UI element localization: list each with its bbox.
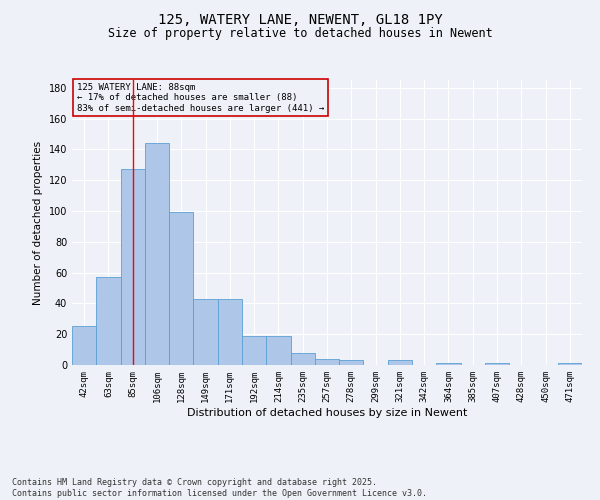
Bar xyxy=(485,364,509,365)
Bar xyxy=(242,336,266,365)
Bar xyxy=(96,277,121,365)
Bar xyxy=(388,360,412,365)
Bar xyxy=(145,143,169,365)
Bar xyxy=(72,326,96,365)
Bar xyxy=(315,359,339,365)
Text: 125 WATERY LANE: 88sqm
← 17% of detached houses are smaller (88)
83% of semi-det: 125 WATERY LANE: 88sqm ← 17% of detached… xyxy=(77,83,325,112)
Bar xyxy=(290,352,315,365)
Bar xyxy=(169,212,193,365)
X-axis label: Distribution of detached houses by size in Newent: Distribution of detached houses by size … xyxy=(187,408,467,418)
Bar xyxy=(121,170,145,365)
Bar xyxy=(266,336,290,365)
Bar xyxy=(558,364,582,365)
Text: 125, WATERY LANE, NEWENT, GL18 1PY: 125, WATERY LANE, NEWENT, GL18 1PY xyxy=(158,12,442,26)
Text: Size of property relative to detached houses in Newent: Size of property relative to detached ho… xyxy=(107,28,493,40)
Bar xyxy=(218,299,242,365)
Bar xyxy=(339,360,364,365)
Y-axis label: Number of detached properties: Number of detached properties xyxy=(33,140,43,304)
Text: Contains HM Land Registry data © Crown copyright and database right 2025.
Contai: Contains HM Land Registry data © Crown c… xyxy=(12,478,427,498)
Bar xyxy=(193,299,218,365)
Bar xyxy=(436,364,461,365)
